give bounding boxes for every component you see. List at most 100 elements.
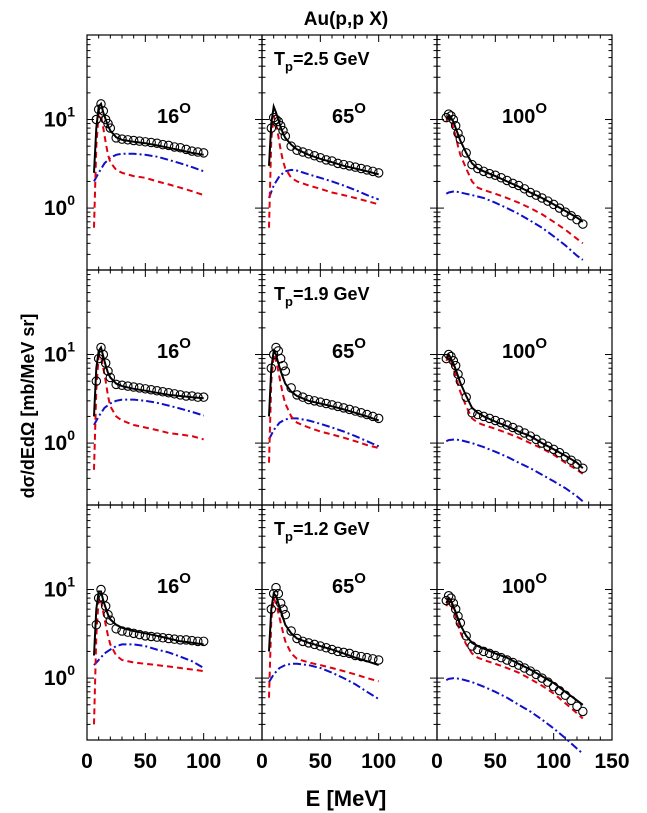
data-point xyxy=(111,624,121,634)
data-point xyxy=(105,615,116,625)
data-point xyxy=(461,148,471,158)
x-tick-label: 0 xyxy=(431,750,443,773)
data-point xyxy=(362,409,372,420)
data-point xyxy=(298,636,308,647)
x-tick-label: 50 xyxy=(484,750,507,773)
data-point xyxy=(134,629,145,640)
y-tick-label-exponent: 1 xyxy=(67,574,75,590)
data-point xyxy=(175,143,186,153)
total-curve xyxy=(93,101,204,173)
energy-value: =2.5 GeV xyxy=(293,49,370,69)
data-point xyxy=(146,385,156,395)
data-point xyxy=(508,178,518,189)
data-point xyxy=(484,648,495,659)
data-point xyxy=(91,376,102,386)
data-point xyxy=(123,627,133,637)
angle-label: 100O xyxy=(502,570,547,598)
data-point xyxy=(543,441,553,452)
data-point xyxy=(128,382,139,392)
data-point xyxy=(286,383,296,393)
data-point xyxy=(443,349,454,360)
data-point xyxy=(152,632,162,642)
y-tick-label-exponent: 0 xyxy=(67,192,75,208)
data-point xyxy=(175,390,186,400)
data-point xyxy=(198,392,209,402)
data-point xyxy=(134,136,145,146)
data-point xyxy=(537,193,547,203)
data-point xyxy=(473,644,483,655)
y-tick-label-base: 10 xyxy=(44,197,67,220)
data-point xyxy=(496,652,506,663)
data-point xyxy=(266,123,277,133)
data-point xyxy=(280,609,291,620)
angle-degree-mark: O xyxy=(179,335,191,352)
blue-dashdot-curve xyxy=(268,168,380,201)
blue-dashdot-curve xyxy=(268,417,380,448)
data-point xyxy=(303,638,314,648)
data-point xyxy=(513,425,524,435)
data-point xyxy=(513,180,524,191)
data-point xyxy=(105,372,116,383)
y-tick-label: 101 xyxy=(44,339,75,367)
data-point xyxy=(103,366,113,376)
data-point xyxy=(278,604,288,614)
y-axis-label: dσ/dEdΩ [mb/MeV sr] xyxy=(18,314,38,499)
data-point xyxy=(193,636,203,647)
data-point xyxy=(525,666,536,676)
data-point xyxy=(128,135,139,146)
data-point xyxy=(478,166,489,177)
y-tick-label: 101 xyxy=(44,574,75,602)
data-point xyxy=(453,128,463,138)
data-point xyxy=(448,114,459,125)
data-point xyxy=(309,396,320,406)
panel-0-1: 65O Tp=2.5 GeV xyxy=(261,34,438,271)
data-point xyxy=(198,636,209,647)
data-point xyxy=(169,389,180,399)
data-point xyxy=(344,404,355,415)
data-point xyxy=(140,384,151,394)
y-tick-label-base: 10 xyxy=(44,432,67,455)
data-point xyxy=(100,601,111,611)
x-tick-label: 100 xyxy=(186,750,221,773)
data-point xyxy=(368,166,378,177)
energy-label: Tp=2.5 GeV xyxy=(274,49,370,74)
data-point xyxy=(519,428,530,438)
angle-degree-mark: O xyxy=(354,100,366,117)
red-dashed-curve xyxy=(445,354,584,475)
data-point xyxy=(490,415,501,426)
data-point xyxy=(368,654,378,664)
data-point xyxy=(344,648,355,659)
data-point xyxy=(303,149,314,159)
data-point xyxy=(187,635,197,646)
data-point xyxy=(543,196,553,206)
data-point xyxy=(198,148,209,158)
y-tick-label-exponent: 1 xyxy=(67,104,75,120)
data-point xyxy=(373,168,384,178)
data-point xyxy=(187,391,197,401)
data-point xyxy=(111,133,121,143)
data-point xyxy=(96,99,106,109)
data-point xyxy=(338,647,349,658)
y-tick-label-base: 10 xyxy=(44,579,67,602)
angle-value: 65 xyxy=(332,106,354,128)
panel-frame xyxy=(436,504,613,741)
data-point xyxy=(117,380,127,390)
data-point xyxy=(554,685,565,696)
data-point xyxy=(163,633,174,644)
data-point xyxy=(134,383,145,393)
x-tick-label: 0 xyxy=(256,750,268,773)
angle-label: 16O xyxy=(157,100,191,128)
data-point xyxy=(461,392,471,402)
data-point xyxy=(362,165,372,175)
data-point xyxy=(280,131,291,141)
y-tick-label-base: 10 xyxy=(44,109,67,132)
data-point xyxy=(490,170,501,180)
y-tick-label: 100 xyxy=(44,662,75,690)
data-point xyxy=(280,366,291,376)
data-point xyxy=(508,422,518,433)
data-point xyxy=(443,591,454,601)
data-point xyxy=(467,408,477,418)
